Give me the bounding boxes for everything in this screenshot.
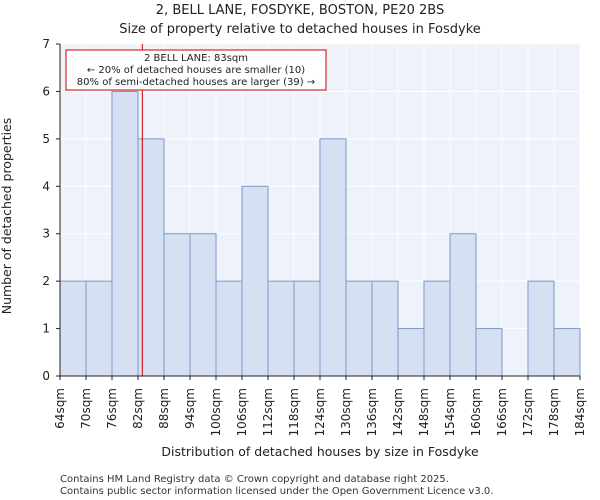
footer-line2: Contains public sector information licen… xyxy=(60,486,493,497)
y-tick-label: 1 xyxy=(42,322,50,336)
x-tick-label: 124sqm xyxy=(313,388,327,436)
y-tick-label: 6 xyxy=(42,84,50,98)
annotation: 2 BELL LANE: 83sqm ← 20% of detached hou… xyxy=(65,49,327,91)
y-tick-labels: 0 1 2 3 4 5 6 7 xyxy=(42,37,60,383)
y-axis-label: Number of detached properties xyxy=(0,118,14,315)
x-tick-label: 100sqm xyxy=(209,388,223,436)
x-tick-label: 64sqm xyxy=(53,388,67,429)
x-tick-label: 142sqm xyxy=(391,388,405,436)
bar xyxy=(59,280,87,377)
bar xyxy=(267,280,295,377)
bar xyxy=(371,280,399,377)
bar xyxy=(319,138,347,377)
bar xyxy=(475,328,503,377)
bar xyxy=(553,328,581,377)
x-tick-label: 178sqm xyxy=(547,388,561,436)
x-axis-label: Distribution of detached houses by size … xyxy=(161,444,479,459)
bar xyxy=(527,280,555,377)
x-tick-label: 118sqm xyxy=(287,388,301,436)
y-tick-label: 4 xyxy=(42,179,50,193)
x-tick-label: 172sqm xyxy=(521,388,535,436)
annotation-box xyxy=(65,49,327,91)
bar xyxy=(241,185,269,377)
y-tick-label: 2 xyxy=(42,274,50,288)
chart-title-line1: 2, BELL LANE, FOSDYKE, BOSTON, PE20 2BS xyxy=(156,3,444,18)
bars xyxy=(59,90,581,377)
y-tick-label: 3 xyxy=(42,227,50,241)
x-tick-label: 160sqm xyxy=(469,388,483,436)
bar xyxy=(423,280,451,377)
bar xyxy=(345,280,373,377)
x-tick-label: 88sqm xyxy=(157,388,171,429)
bar xyxy=(215,280,243,377)
y-tick-label: 7 xyxy=(42,37,50,51)
x-tick-label: 112sqm xyxy=(261,388,275,436)
y-tick-label: 0 xyxy=(42,369,50,383)
bar xyxy=(449,233,477,377)
x-tick-label: 106sqm xyxy=(235,388,249,436)
annotation-line2: ← 20% of detached houses are smaller (10… xyxy=(87,65,305,76)
annotation-line1: 2 BELL LANE: 83sqm xyxy=(144,53,248,64)
x-tick-label: 82sqm xyxy=(131,388,145,429)
x-tick-label: 148sqm xyxy=(417,388,431,436)
annotation-line3: 80% of semi-detached houses are larger (… xyxy=(77,77,315,88)
bar xyxy=(397,328,425,377)
x-tick-label: 130sqm xyxy=(339,388,353,436)
x-tick-label: 184sqm xyxy=(573,388,587,436)
bar xyxy=(111,90,139,377)
chart-title-line2: Size of property relative to detached ho… xyxy=(119,22,481,37)
x-tick-label: 166sqm xyxy=(495,388,509,436)
x-tick-label: 136sqm xyxy=(365,388,379,436)
x-tick-label: 70sqm xyxy=(79,388,93,429)
x-tick-labels: 64sqm 70sqm 76sqm 82sqm 88sqm 94sqm 100sqm 106s… xyxy=(53,376,587,436)
y-tick-label: 5 xyxy=(42,132,50,146)
bar xyxy=(293,280,321,377)
x-tick-label: 94sqm xyxy=(183,388,197,429)
bar xyxy=(85,280,113,377)
footer-line1: Contains HM Land Registry data © Crown c… xyxy=(60,474,449,485)
x-tick-label: 154sqm xyxy=(443,388,457,436)
x-tick-label: 76sqm xyxy=(105,388,119,429)
bar xyxy=(163,233,191,377)
bar xyxy=(189,233,217,377)
